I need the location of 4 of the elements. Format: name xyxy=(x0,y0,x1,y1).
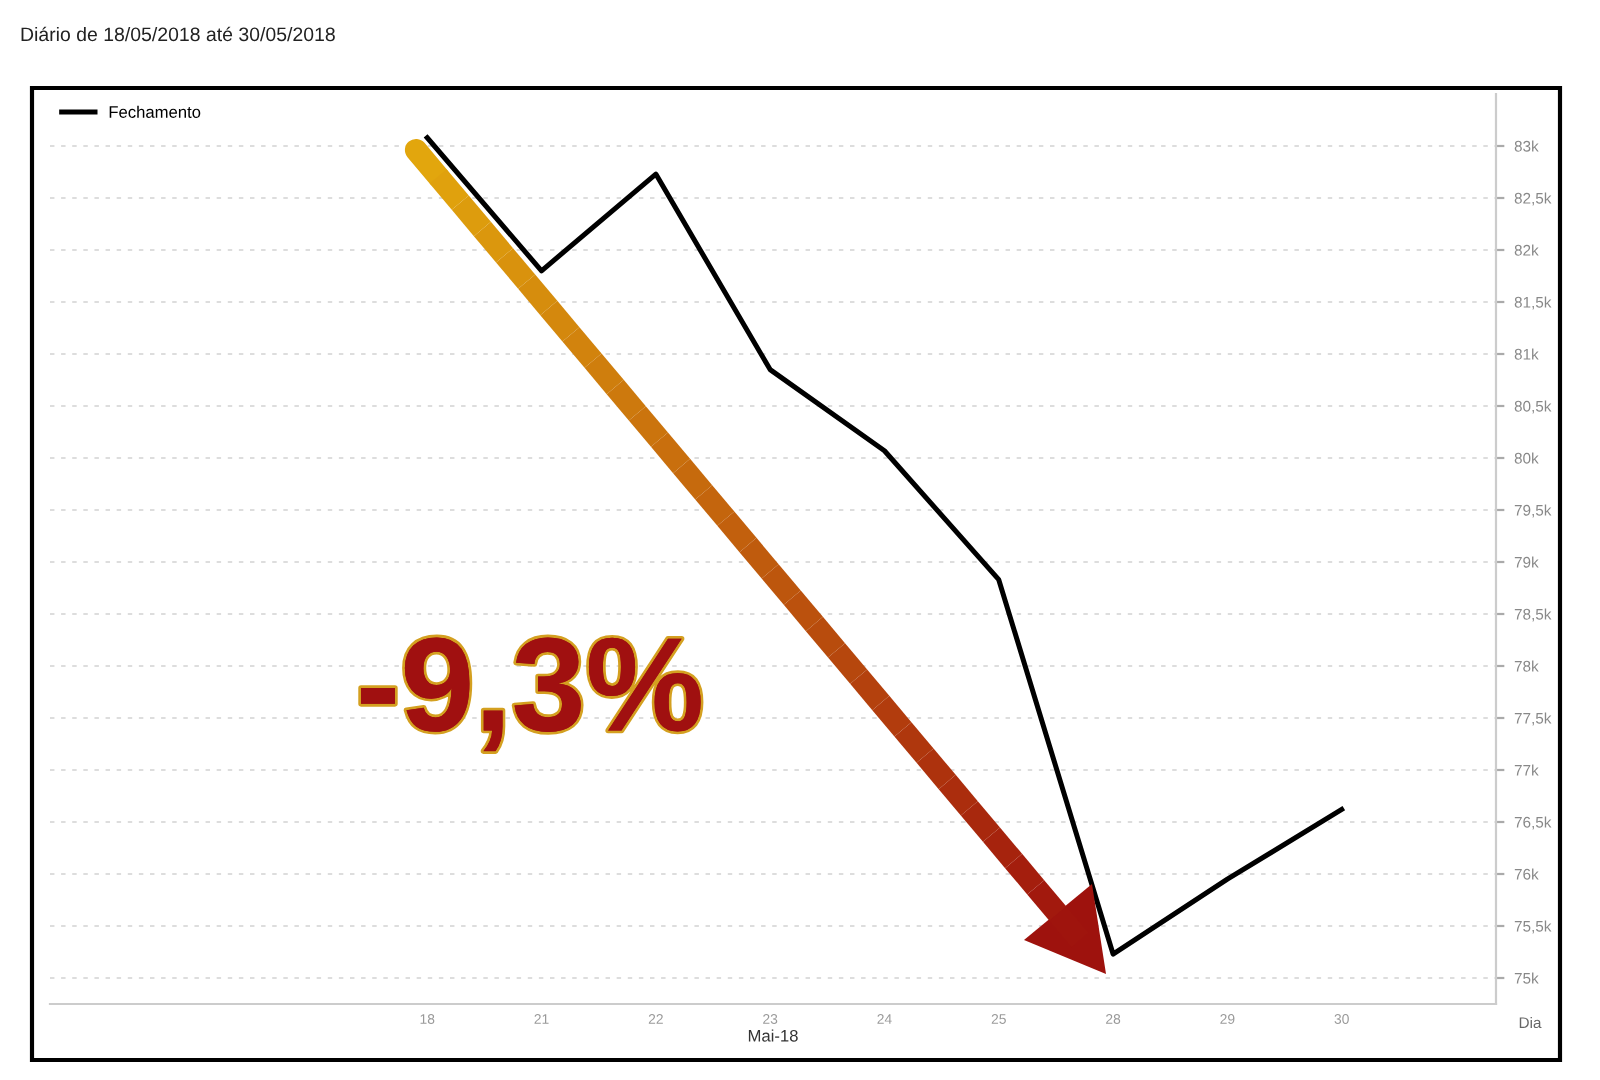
legend-label: Fechamento xyxy=(109,105,201,118)
annotation: -9,3% xyxy=(361,637,701,752)
x-axis-title: Mai-18 xyxy=(748,1029,798,1042)
text: Diário de 18/05/2018 até 30/05/2018 xyxy=(21,26,335,42)
